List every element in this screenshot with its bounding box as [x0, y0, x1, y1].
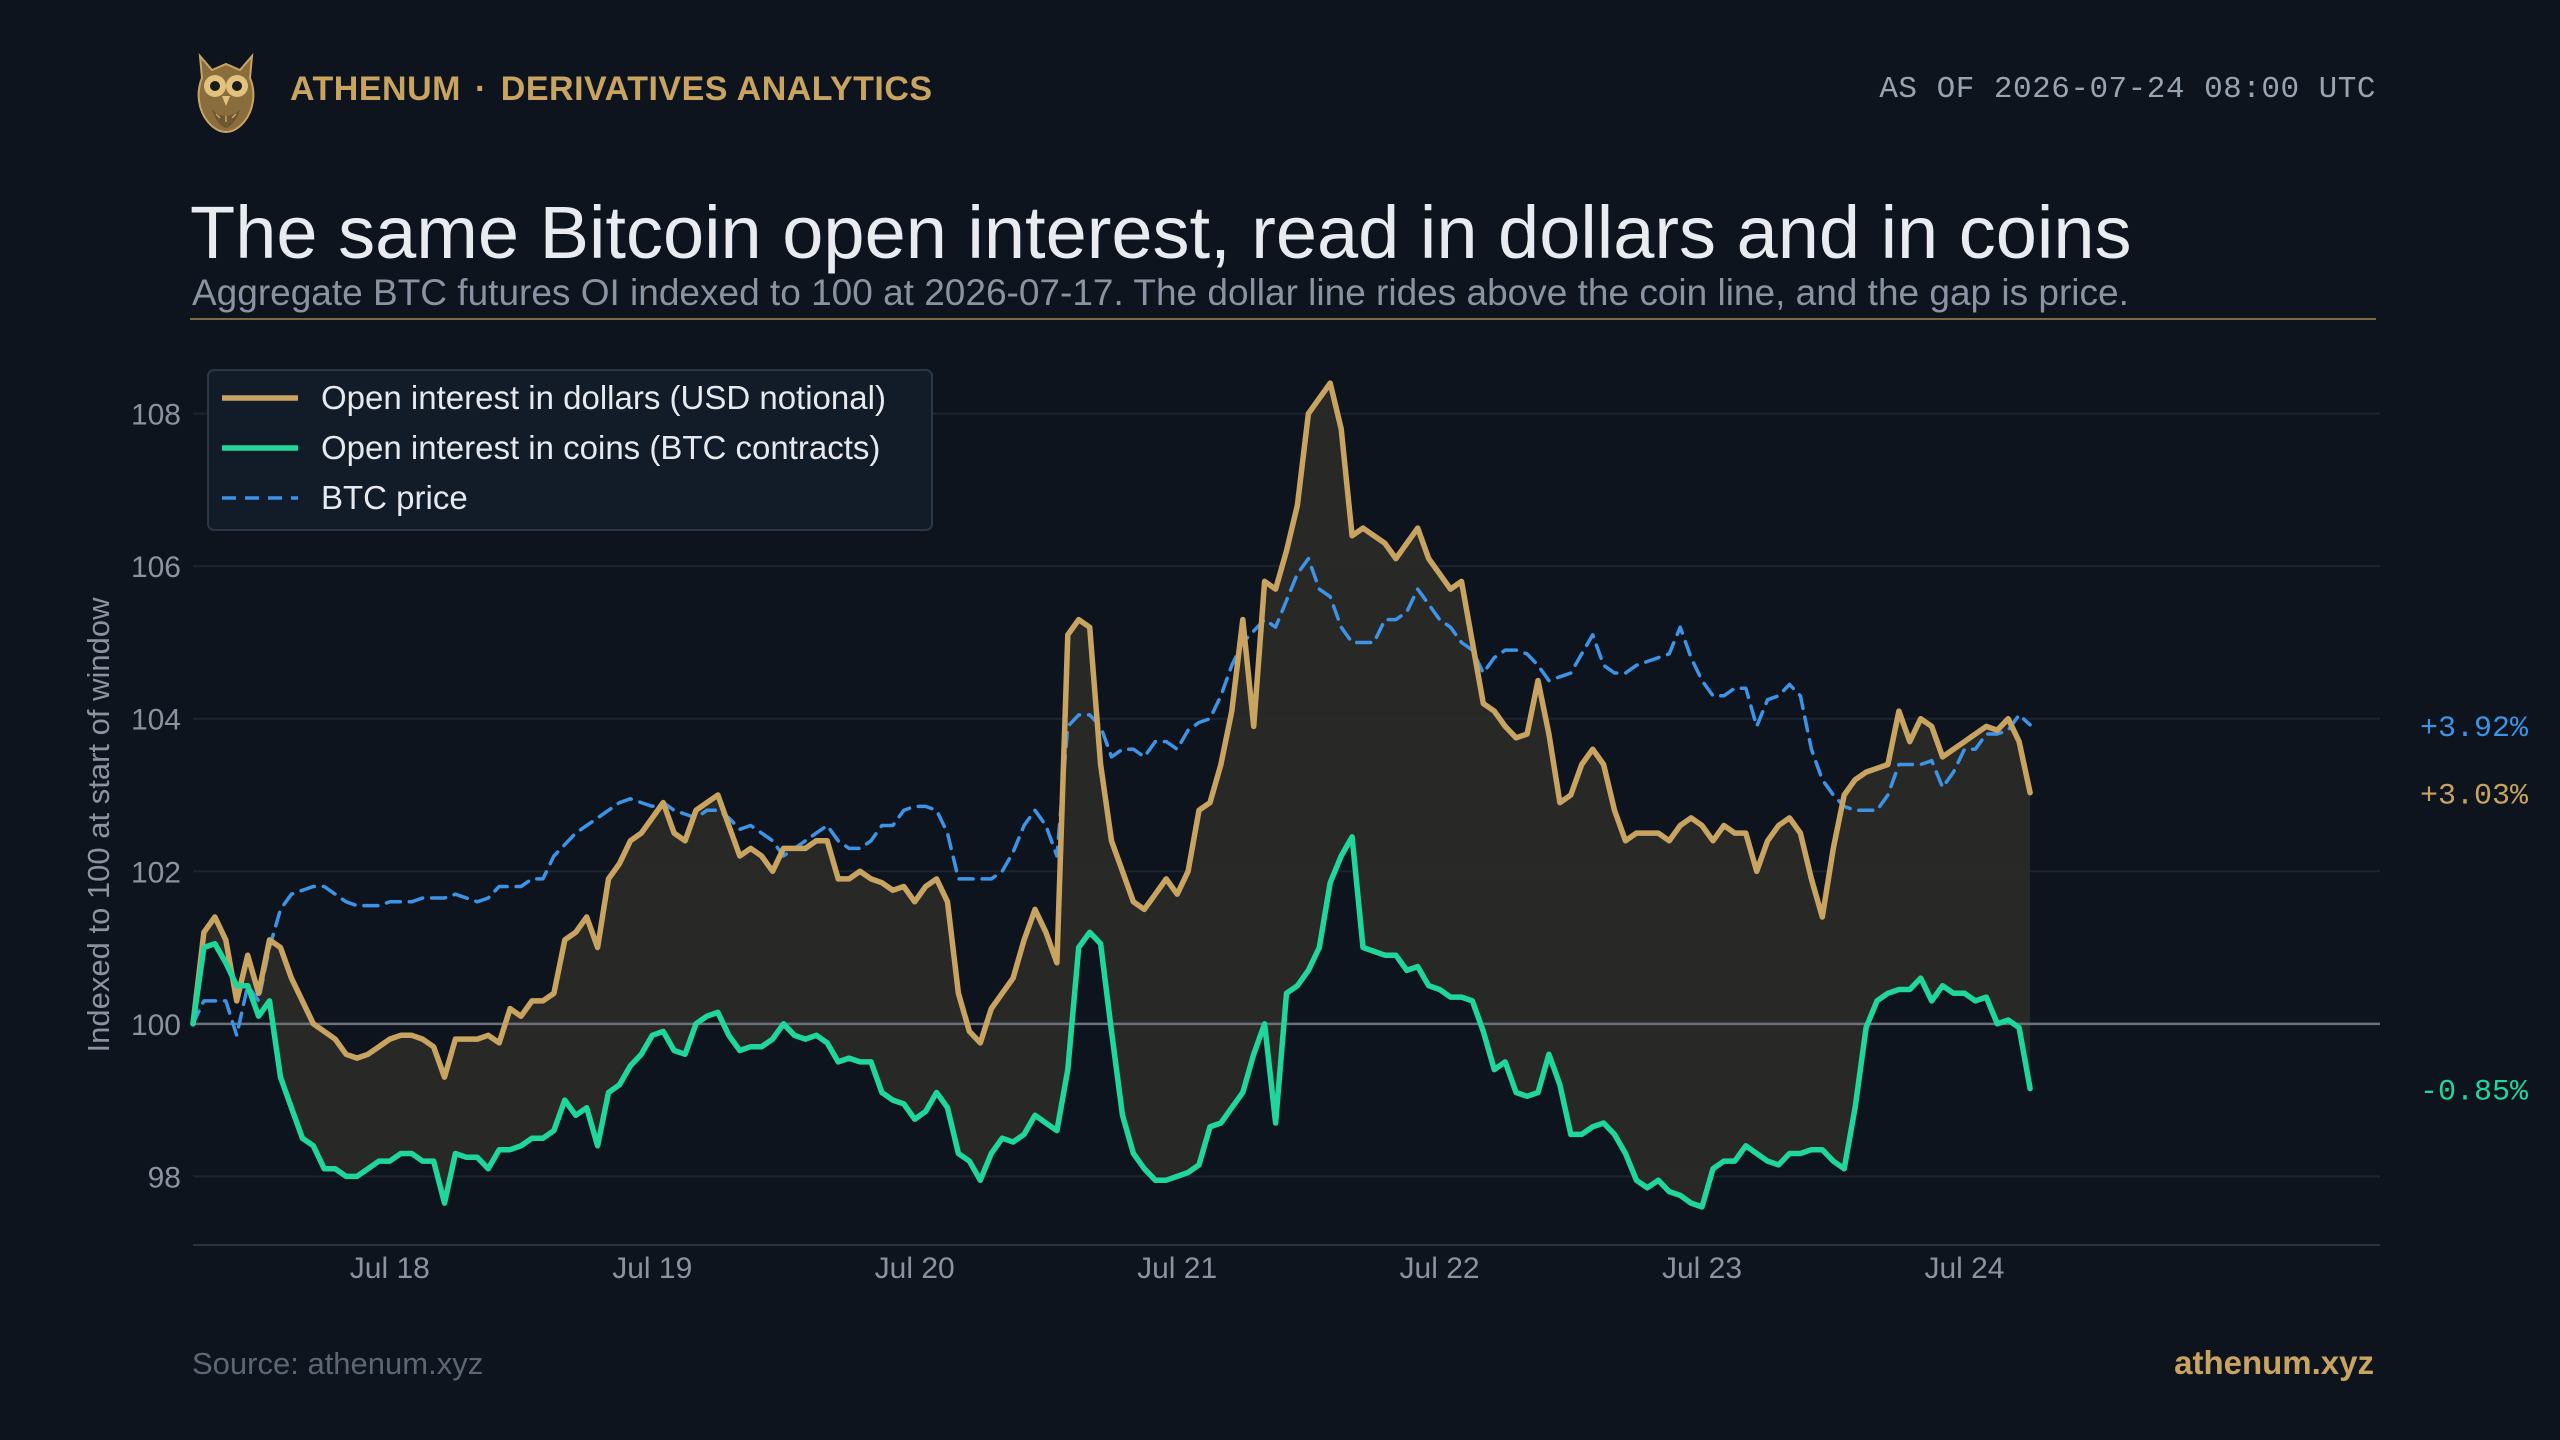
x-tick-label: Jul 18 — [350, 1252, 430, 1285]
header: ATHENUM · DERIVATIVES ANALYTICS AS OF 2026… — [190, 48, 2376, 134]
y-tick-label: 104 — [131, 704, 181, 737]
source-note: Source: athenum.xyz — [192, 1346, 484, 1381]
y-tick-label: 108 — [131, 399, 181, 432]
end-label-price: +3.92% — [2420, 712, 2529, 746]
chart-title: The same Bitcoin open interest, read in … — [190, 191, 2132, 274]
y-tick-label: 100 — [131, 1009, 181, 1042]
end-label-usd: +3.03% — [2420, 780, 2529, 814]
brand-separator: · — [474, 70, 487, 108]
x-tick-label: Jul 22 — [1400, 1252, 1480, 1285]
y-tick-label: 102 — [131, 856, 181, 889]
gap-fill-area — [193, 383, 2031, 1207]
end-label-coin: -0.85% — [2420, 1076, 2529, 1110]
legend-label-usd: Open interest in dollars (USD notional) — [321, 379, 886, 416]
series-line-coin — [190, 834, 2033, 1210]
brand-title: ATHENUM · DERIVATIVES ANALYTICS — [290, 70, 933, 109]
footer-site-link[interactable]: athenum.xyz — [2174, 1344, 2374, 1381]
y-axis-label: Indexed to 100 at start of window — [81, 597, 116, 1053]
axes: 98 100 102 104 106 108 Jul 18 Jul 19 Jul 20 Jul 2… — [81, 399, 2380, 1285]
legend-label-coin: Open interest in coins (BTC contracts) — [321, 429, 880, 466]
x-tick-label: Jul 23 — [1662, 1252, 1742, 1285]
brand-name: ATHENUM — [290, 70, 461, 108]
series-lines — [190, 380, 2033, 1210]
end-labels: +3.92% +3.03% -0.85% — [2420, 712, 2529, 1110]
series-line-usd — [190, 380, 2033, 1080]
chart-subtitle: Aggregate BTC futures OI indexed to 100 … — [192, 272, 2129, 313]
legend-label-price: BTC price — [321, 479, 468, 516]
series-line-price — [191, 556, 2032, 1038]
legend-box — [207, 369, 933, 531]
owl-logo-icon — [197, 52, 255, 134]
x-tick-label: Jul 24 — [1924, 1252, 2004, 1285]
gap-fill — [193, 383, 2031, 1207]
x-tick-label: Jul 21 — [1137, 1252, 1217, 1285]
as-of-timestamp: AS OF 2026-07-24 08:00 UTC — [1879, 72, 2376, 107]
y-tick-label: 98 — [148, 1161, 181, 1194]
brand-section: DERIVATIVES ANALYTICS — [500, 70, 933, 108]
legend: Open interest in dollars (USD notional) O… — [207, 369, 933, 531]
x-tick-label: Jul 19 — [612, 1252, 692, 1285]
title-divider — [190, 318, 2376, 320]
y-tick-label: 106 — [131, 551, 181, 584]
x-tick-label: Jul 20 — [875, 1252, 955, 1285]
